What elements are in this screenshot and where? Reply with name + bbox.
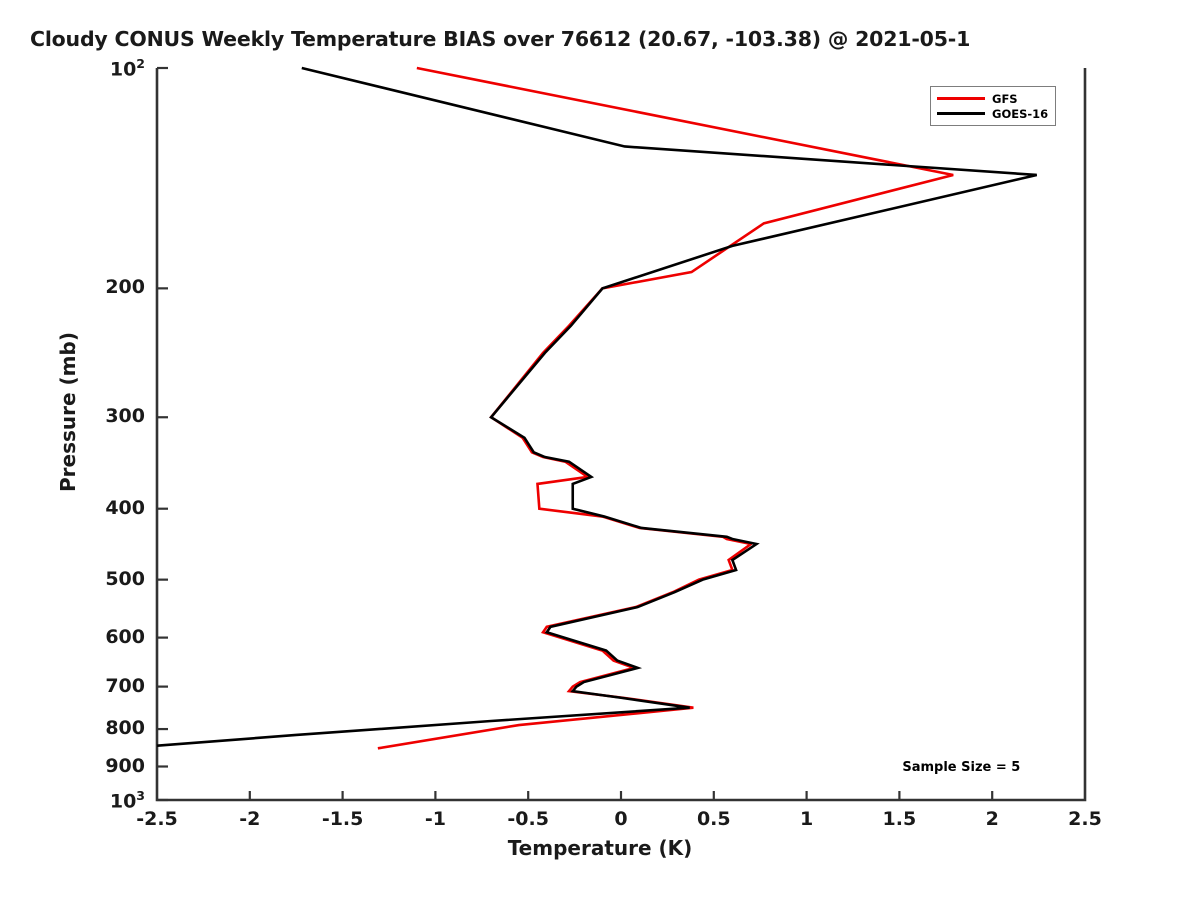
x-tick-label: 0.5 (696, 808, 731, 830)
x-axis-label: Temperature (K) (507, 836, 693, 860)
y-tick-label: 200 (105, 276, 145, 299)
y-tick-label: 102 (109, 56, 145, 81)
legend-swatch-goes16 (937, 112, 985, 115)
x-tick-label: -2 (239, 808, 261, 830)
y-tick-label: 700 (105, 674, 145, 697)
legend-entry-gfs: GFS (937, 91, 1048, 106)
y-tick-label: 500 (105, 567, 145, 590)
y-tick-label: 300 (105, 405, 145, 428)
y-tick-label: 103 (109, 788, 145, 813)
y-tick-label: 800 (105, 717, 145, 740)
x-tick-label: 0 (614, 808, 628, 830)
y-tick-label: 400 (105, 496, 145, 519)
x-tick-label: -0.5 (507, 808, 549, 830)
x-tick-label: 2.5 (1068, 808, 1102, 830)
x-tick-label: 1 (799, 808, 814, 830)
x-tick-label: -2.5 (136, 808, 178, 830)
sample-size-annotation: Sample Size = 5 (902, 760, 1021, 776)
x-tick-label: 1.5 (882, 808, 917, 830)
x-tick-label: -1.5 (321, 808, 364, 830)
legend-label-gfs: GFS (992, 91, 1018, 106)
legend-entry-goes16: GOES-16 (937, 106, 1048, 121)
chart-title: Cloudy CONUS Weekly Temperature BIAS ove… (30, 27, 971, 51)
series-line-goes-16 (156, 66, 1038, 748)
legend-label-goes16: GOES-16 (992, 106, 1049, 121)
chart-legend: GFS GOES-16 (930, 86, 1057, 126)
y-tick-label: 900 (105, 754, 145, 777)
series-line-gfs (377, 66, 954, 750)
x-tick-label: 2 (985, 808, 999, 830)
legend-swatch-gfs (937, 97, 985, 100)
y-tick-label: 600 (105, 625, 145, 648)
x-tick-label: -1 (424, 808, 446, 830)
